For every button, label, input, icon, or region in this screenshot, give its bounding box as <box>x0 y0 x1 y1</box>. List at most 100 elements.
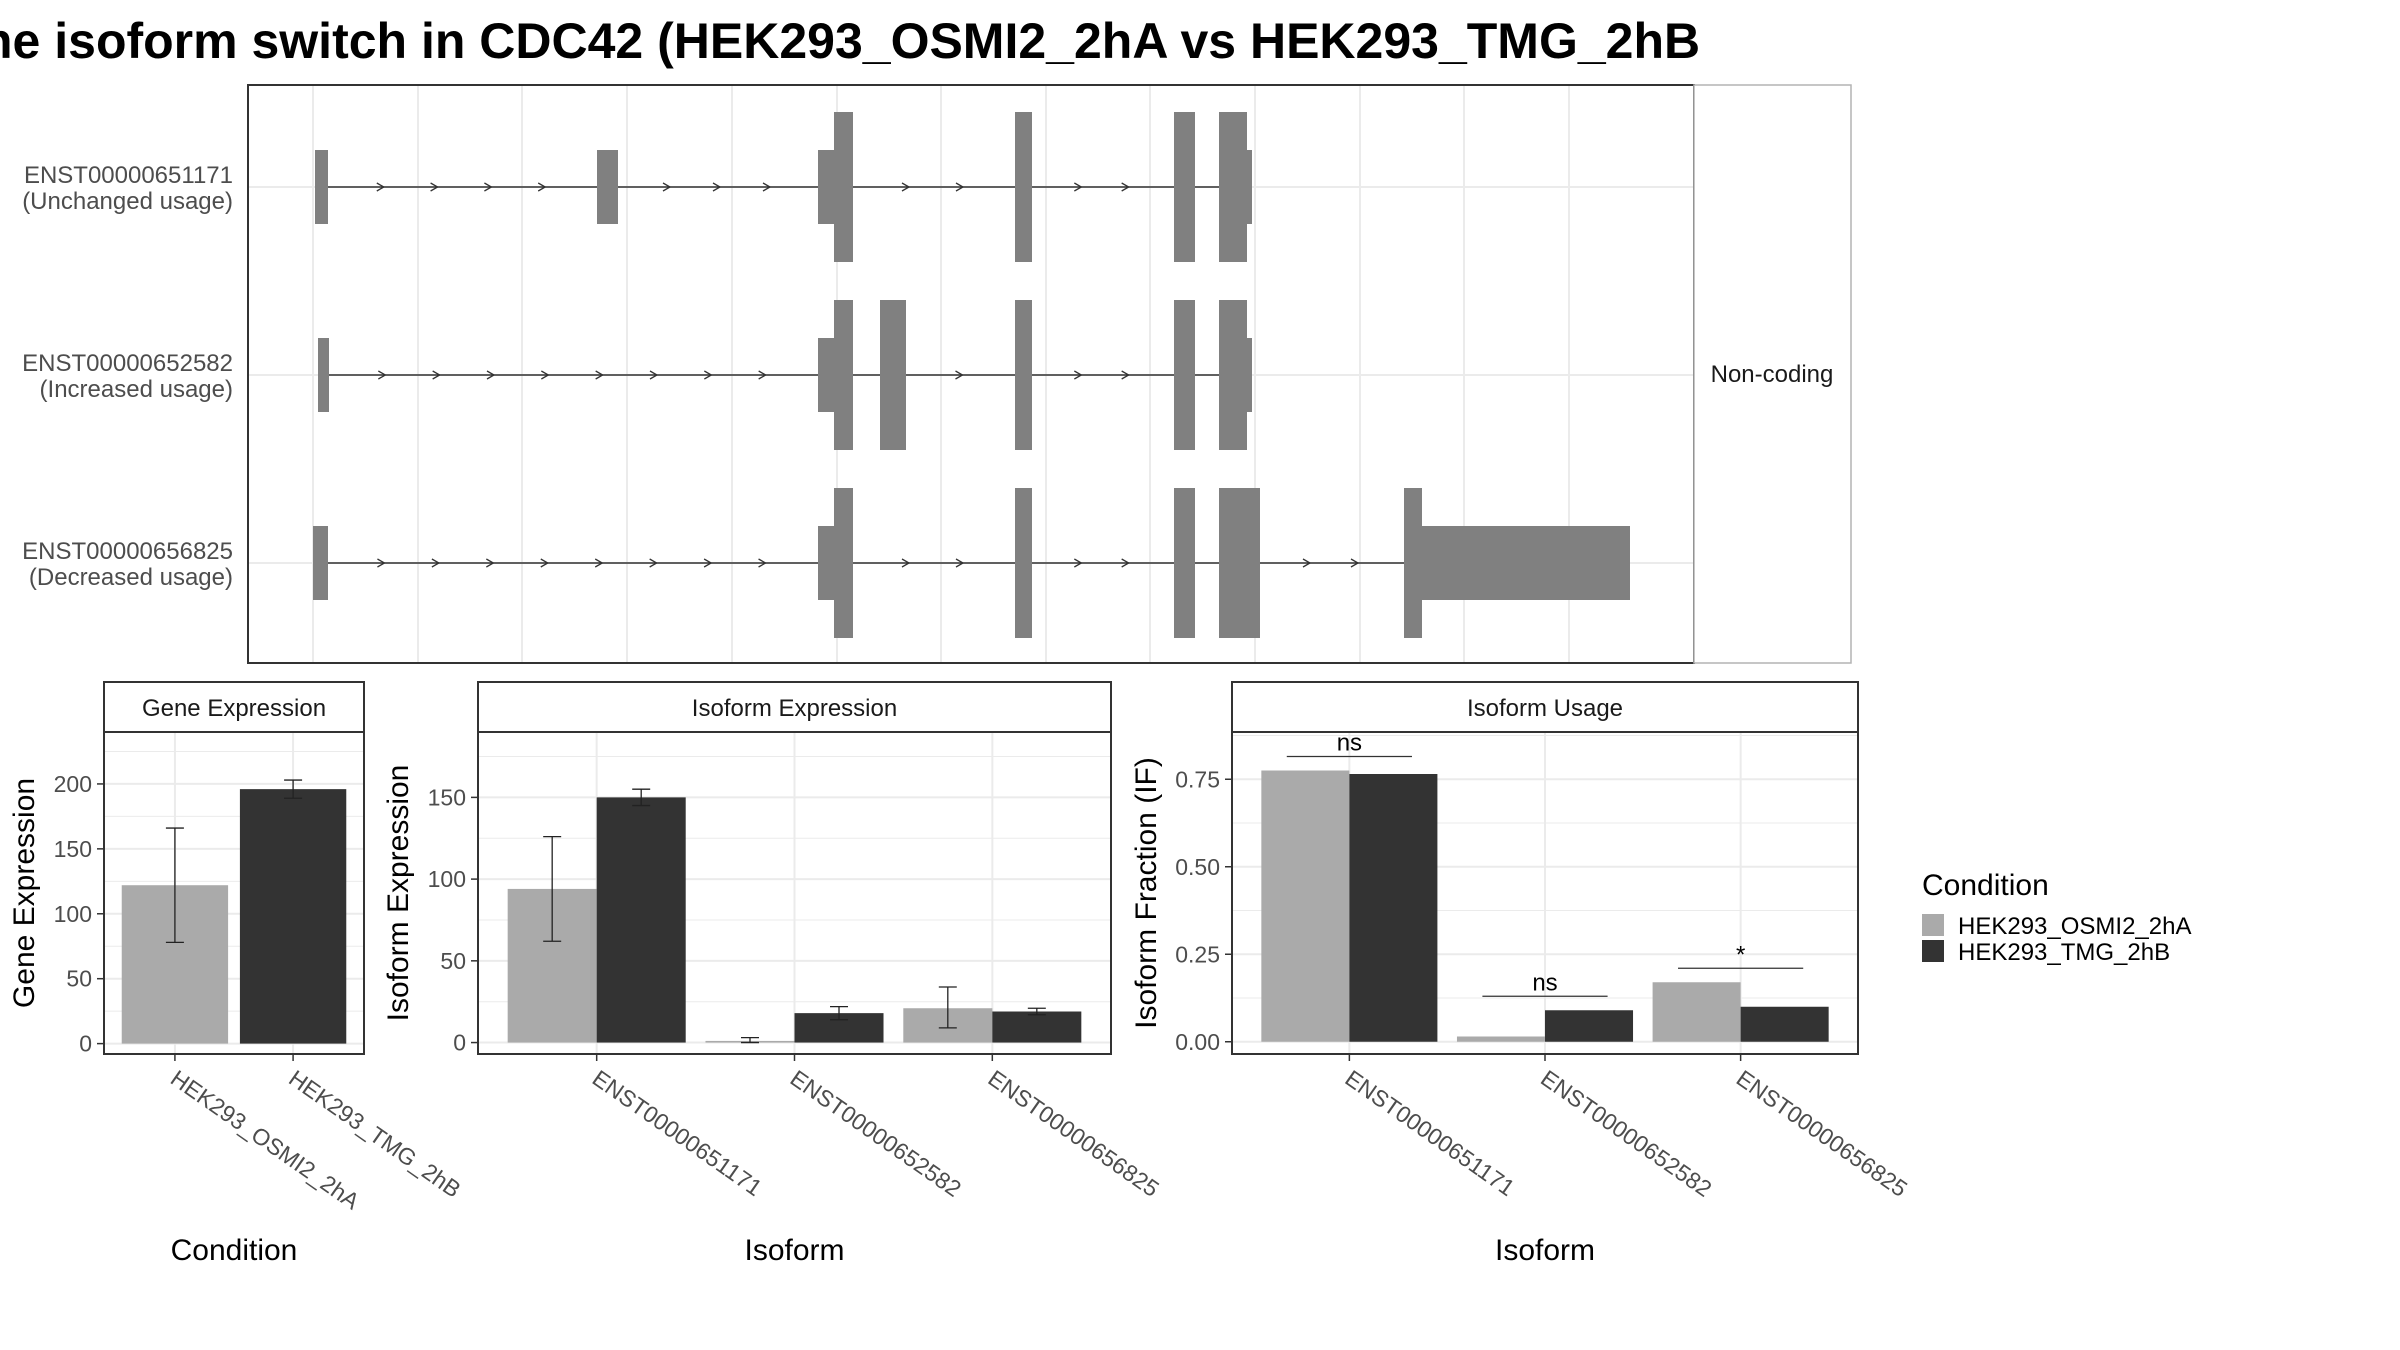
intron-arrow <box>955 558 965 568</box>
transcript-usage-label: (Increased usage) <box>40 376 233 403</box>
exon <box>834 300 853 450</box>
legend-swatch-b <box>1922 940 1944 962</box>
exon <box>1422 526 1630 600</box>
exon <box>315 150 328 224</box>
intron-arrow <box>431 558 441 568</box>
transcript-id-label: ENST00000656825 <box>22 538 233 565</box>
exon <box>834 488 853 638</box>
y-tick-label: 150 <box>54 836 92 862</box>
intron-arrow <box>1121 558 1130 568</box>
intron-arrow <box>1074 558 1083 568</box>
intron-arrow <box>537 182 547 192</box>
transcript-track <box>313 488 1630 638</box>
x-tick-label: ENST00000656825 <box>1732 1065 1912 1202</box>
structure-tracks <box>313 112 1630 638</box>
y-axis-title: Isoform Expression <box>382 765 415 1022</box>
intron-arrow <box>486 370 496 380</box>
intron-arrow <box>484 182 493 192</box>
x-tick-label: ENST00000652582 <box>1536 1065 1716 1202</box>
bar <box>1545 1010 1634 1042</box>
y-tick-label: 50 <box>440 948 466 974</box>
intron-arrow <box>703 558 713 568</box>
intron-arrow <box>649 370 659 380</box>
intron-arrow <box>378 370 387 380</box>
bar <box>1349 774 1438 1042</box>
legend-title: Condition <box>1922 869 2049 902</box>
intron-arrow <box>1302 558 1312 568</box>
panel-strip <box>1231 681 1859 733</box>
intron-arrow <box>712 182 722 192</box>
exon <box>1247 338 1252 412</box>
x-axis-title: Condition <box>171 1234 298 1267</box>
x-tick-label: HEK293_OSMI2_2hA <box>166 1065 365 1215</box>
intron-arrow <box>430 182 439 192</box>
exon <box>597 150 618 224</box>
exon <box>1247 150 1252 224</box>
y-tick-label: 0.25 <box>1175 941 1220 967</box>
intron-arrow <box>649 558 658 568</box>
y-tick-label: 0.00 <box>1175 1029 1220 1055</box>
significance-label: ns <box>1532 969 1557 996</box>
x-tick-label: ENST00000652582 <box>786 1065 966 1202</box>
y-tick-label: 150 <box>428 784 466 810</box>
transcript-track <box>318 300 1252 450</box>
transcript-usage-label: (Decreased usage) <box>29 564 233 591</box>
significance-label: * <box>1736 941 1745 968</box>
intron-arrow <box>704 370 713 380</box>
exon <box>1174 300 1195 450</box>
x-axis-title: Isoform <box>744 1234 844 1267</box>
intron-arrow <box>762 182 772 192</box>
bar <box>1740 1006 1829 1042</box>
y-axis-title: Gene Expression <box>8 778 41 1008</box>
intron-arrow <box>594 558 604 568</box>
intron-arrow <box>758 370 767 380</box>
legend-label-b: HEK293_TMG_2hB <box>1958 939 2170 966</box>
intron-arrow <box>1121 182 1130 192</box>
exon <box>818 526 834 600</box>
significance-label: ns <box>1337 730 1362 757</box>
intron-arrow <box>901 182 911 192</box>
panel-strip-label: Isoform Expression <box>692 695 897 722</box>
bar <box>1652 982 1741 1042</box>
intron-arrow <box>1350 558 1360 568</box>
x-axis-title: Isoform <box>1495 1234 1595 1267</box>
y-tick-label: 100 <box>428 866 466 892</box>
y-tick-label: 200 <box>54 771 92 797</box>
intron-arrow <box>540 558 550 568</box>
intron-arrow <box>595 370 604 380</box>
exon <box>1015 300 1032 450</box>
intron-arrow <box>377 558 386 568</box>
exon <box>818 338 834 412</box>
gene-expression-panel: Gene Expression 0 50 100 150 200 HEK293_OSMI2_… <box>8 681 466 1267</box>
intron-arrow <box>662 182 672 192</box>
panel-strip <box>477 681 1112 733</box>
panel-strip-label: Isoform Usage <box>1467 695 1623 722</box>
transcript-usage-label: (Unchanged usage) <box>22 188 233 215</box>
intron-arrow <box>376 182 386 192</box>
legend-label-a: HEK293_OSMI2_2hA <box>1958 913 2191 940</box>
figure-title: he isoform switch in CDC42 (HEK293_OSMI2… <box>0 13 1700 69</box>
exon <box>1015 112 1032 262</box>
exon <box>313 526 328 600</box>
exon <box>834 112 853 262</box>
legend-swatch-a <box>1922 914 1944 936</box>
intron-arrow <box>486 558 495 568</box>
intron-arrow <box>758 558 767 568</box>
bar <box>1456 1036 1545 1042</box>
y-tick-label: 0 <box>79 1031 92 1057</box>
structure-strip <box>1693 84 1852 664</box>
isoform-expression-panel: Isoform Expression 0 50 100 150 ENST000006511… <box>382 681 1164 1267</box>
bar <box>992 1011 1082 1043</box>
exon <box>1219 112 1247 262</box>
panel-strip-label: Gene Expression <box>142 695 326 722</box>
intron-arrow <box>1121 370 1130 380</box>
y-tick-label: 0.75 <box>1175 766 1220 792</box>
intron-arrow <box>1074 370 1083 380</box>
intron-arrow <box>432 370 441 380</box>
intron-arrow <box>901 558 911 568</box>
exon <box>880 300 906 450</box>
intron-arrow <box>541 370 550 380</box>
transcript-id-label: ENST00000651171 <box>24 162 233 189</box>
exon <box>318 338 329 412</box>
